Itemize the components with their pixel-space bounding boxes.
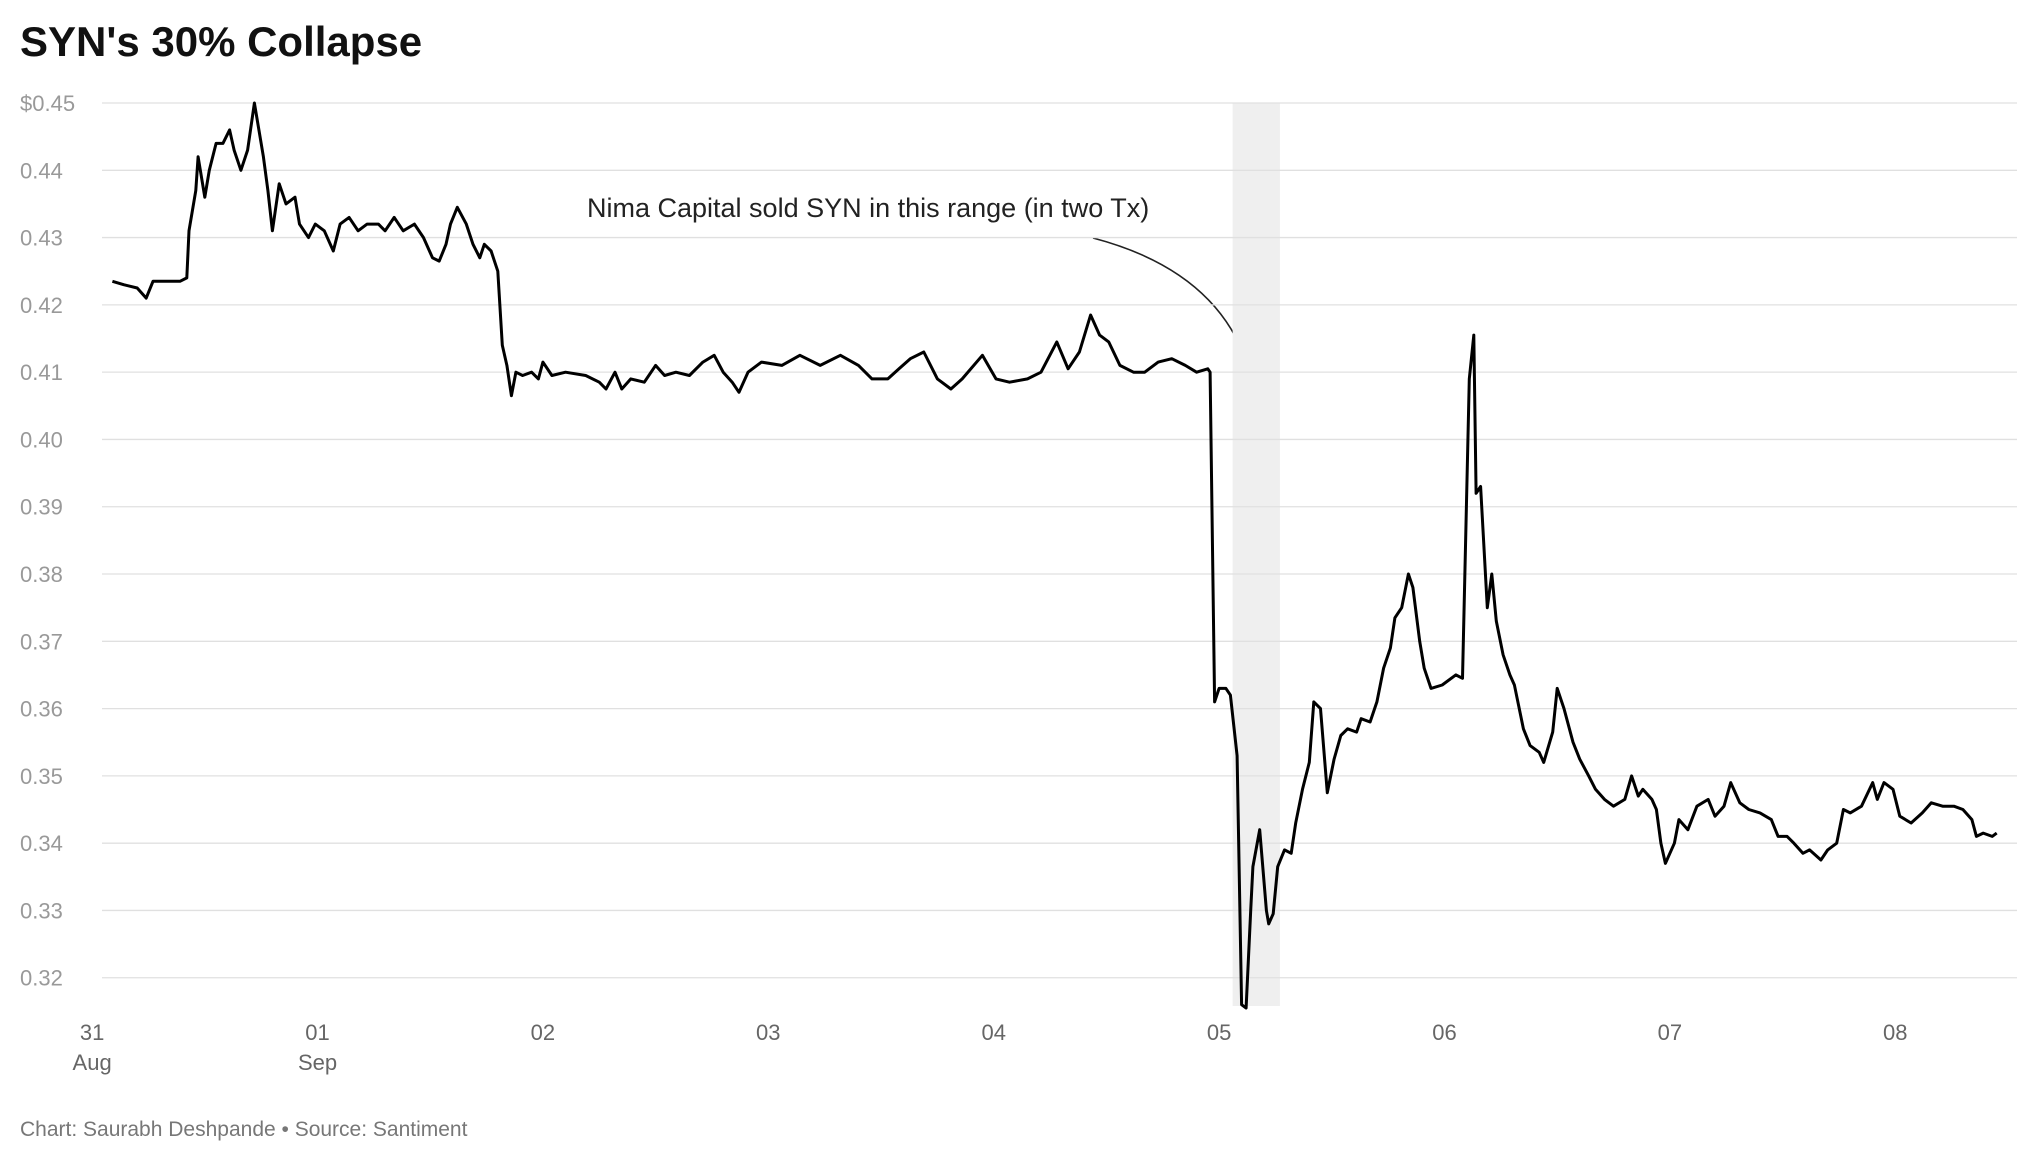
- y-tick-label: 0.35: [20, 764, 63, 789]
- y-tick-label: 0.42: [20, 293, 63, 318]
- x-tick-label: 04: [981, 1020, 1006, 1045]
- footer: Chart: Saurabh Deshpande • Source: Santi…: [20, 1118, 468, 1141]
- y-tick-label: 0.44: [20, 158, 63, 183]
- x-tick-label: 03: [756, 1020, 781, 1045]
- y-tick-label: 0.40: [20, 427, 63, 452]
- y-tick-label: 0.38: [20, 562, 63, 587]
- x-tick-label: 08: [1883, 1020, 1908, 1045]
- y-tick-label: 0.33: [20, 898, 63, 923]
- y-tick-label: $0.45: [20, 91, 75, 116]
- annotation-arrow: [1092, 237, 1247, 363]
- y-tick-label: 0.36: [20, 697, 63, 722]
- y-tick-label: 0.43: [20, 226, 63, 251]
- x-tick-label: 31 Aug: [72, 1020, 112, 1075]
- y-tick-label: 0.34: [20, 831, 63, 856]
- price-line: [111, 101, 1998, 1010]
- annotation: Nima Capital sold SYN in this range (in …: [587, 193, 1150, 223]
- x-tick-label: 05: [1206, 1020, 1232, 1045]
- x-tick-label: 07: [1657, 1020, 1683, 1045]
- x-tick-label: 01 Sep: [297, 1020, 338, 1075]
- chart-title: SYN's 30% Collapse: [20, 18, 423, 65]
- y-tick-label: 0.41: [20, 360, 63, 385]
- y-tick-label: 0.32: [20, 966, 63, 991]
- y-tick-label: 0.37: [20, 629, 63, 654]
- x-tick-label: 02: [530, 1020, 556, 1045]
- x-tick-label: 06: [1432, 1020, 1457, 1045]
- y-tick-label: 0.39: [20, 495, 63, 520]
